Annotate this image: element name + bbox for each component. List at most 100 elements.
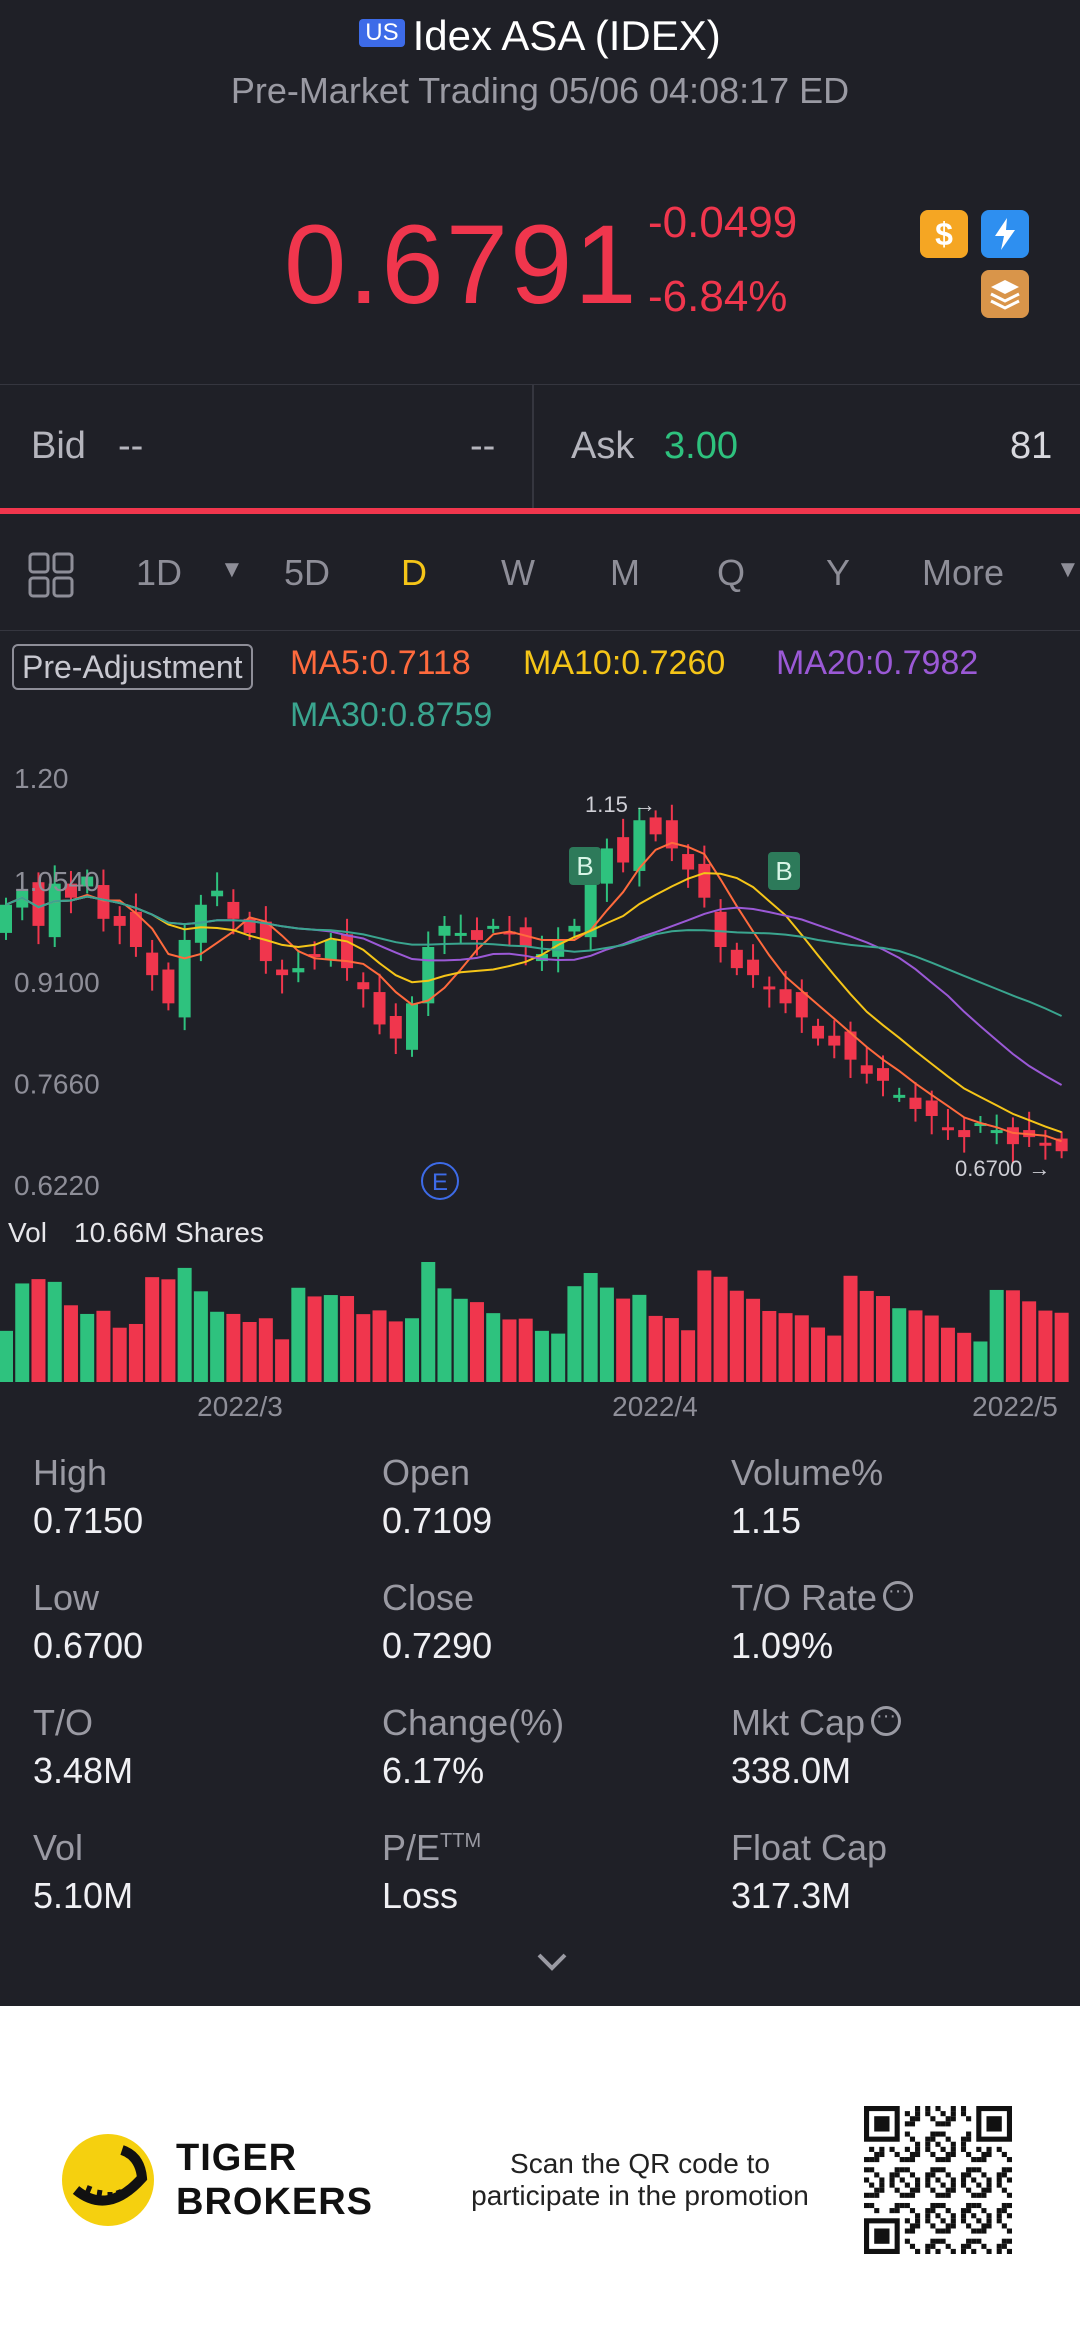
candle-body: [698, 863, 711, 898]
qr-module: [996, 2248, 1002, 2254]
qr-module: [930, 2187, 936, 2193]
volume-bar: [486, 1313, 501, 1382]
expand-chevron-icon[interactable]: [536, 1940, 568, 1982]
info-icon[interactable]: ···: [883, 1581, 914, 1612]
qr-module: [966, 2136, 972, 2142]
qr-module: [864, 2202, 870, 2209]
qr-module: [869, 2146, 875, 2152]
tab-more[interactable]: More: [922, 552, 1005, 593]
qr-module: [915, 2248, 921, 2254]
tab-monthly[interactable]: M: [610, 552, 640, 593]
tab-quarterly[interactable]: Q: [717, 552, 746, 593]
qr-module: [899, 2177, 905, 2183]
qr-module: [945, 2157, 951, 2163]
qr-module: [940, 2131, 946, 2137]
qr-module: [996, 2208, 1002, 2214]
tab-yearly[interactable]: Y: [826, 552, 851, 593]
qr-module: [996, 2182, 1002, 2188]
candle-body: [909, 1097, 922, 1109]
tiger-logo-icon: [60, 2132, 156, 2233]
qr-module: [904, 2218, 910, 2224]
volume-bar: [632, 1294, 647, 1382]
tab-1d[interactable]: 1D: [136, 552, 183, 593]
candlestick-chart[interactable]: 1.20 1.0540 0.9100 0.7660 0.6220 1.15 → 0.6700…: [0, 740, 1080, 1420]
qr-finder: [986, 2116, 1002, 2132]
qr-module: [945, 2121, 951, 2127]
qr-module: [935, 2106, 941, 2112]
qr-module: [960, 2182, 967, 2188]
volume-value: 10.66M Shares: [74, 1217, 264, 1248]
stat-label: Change(%): [382, 1702, 565, 1743]
qr-module: [996, 2243, 1002, 2249]
candle-body: [178, 939, 191, 1018]
qr-module: [996, 2172, 1002, 2178]
period-tabs: 1D ▼ 5D D W M Q Y More ▼: [0, 514, 1080, 631]
qr-module: [940, 2228, 946, 2234]
candle-body: [584, 883, 597, 938]
tab-5d[interactable]: 5D: [284, 552, 331, 593]
qr-module: [894, 2167, 900, 2173]
volume-bar: [973, 1341, 988, 1382]
candle-body: [211, 890, 224, 897]
stat-value: 3.48M: [33, 1750, 134, 1791]
info-icon[interactable]: ···: [871, 1706, 902, 1737]
qr-module: [874, 2187, 880, 2193]
qr-module: [960, 2248, 967, 2254]
qr-module: [935, 2192, 941, 2198]
candle-body: [438, 925, 451, 936]
qr-module: [960, 2141, 967, 2147]
dollar-icon[interactable]: $: [920, 210, 968, 258]
chevron-down-icon[interactable]: ▼: [1056, 556, 1080, 583]
candle-body: [48, 883, 61, 938]
qr-code[interactable]: [864, 2106, 1012, 2254]
volume-bar: [940, 1327, 955, 1382]
qr-module: [966, 2151, 972, 2158]
volume-bar: [421, 1262, 436, 1382]
qr-module: [899, 2202, 905, 2209]
qr-module: [894, 2151, 900, 2158]
candle-body: [714, 911, 727, 947]
qr-module: [899, 2157, 905, 2163]
qr-module: [935, 2167, 941, 2173]
qr-module: [966, 2243, 972, 2249]
qr-module: [960, 2146, 967, 2152]
volume-bar: [469, 1302, 484, 1382]
layers-icon[interactable]: [981, 270, 1029, 318]
qr-module: [925, 2177, 931, 2183]
chevron-down-icon[interactable]: ▼: [220, 556, 244, 583]
grid-layout-icon[interactable]: [28, 552, 74, 603]
pre-adjustment-toggle[interactable]: Pre-Adjustment: [12, 644, 253, 690]
qr-module: [950, 2111, 956, 2117]
qr-module: [950, 2151, 956, 2158]
candle-body: [227, 901, 240, 919]
promo-line-1: Scan the QR code to: [510, 2148, 770, 2179]
qr-module: [950, 2218, 956, 2224]
brand-line-1: TIGER: [176, 2137, 298, 2179]
candle-body: [454, 932, 467, 936]
tab-daily[interactable]: D: [401, 552, 427, 593]
qr-module: [909, 2116, 916, 2122]
volume-bar: [437, 1288, 452, 1382]
volume-bar: [762, 1310, 777, 1382]
tab-weekly[interactable]: W: [501, 552, 535, 593]
qr-module: [945, 2172, 951, 2178]
qr-module: [950, 2182, 956, 2188]
last-price: 0.6791: [284, 202, 639, 327]
qr-module: [971, 2167, 977, 2173]
qr-module: [925, 2208, 931, 2214]
qr-module: [915, 2151, 921, 2158]
event-marker-label: E: [432, 1169, 448, 1196]
volume-bar: [534, 1330, 549, 1382]
stock-header: US Idex ASA (IDEX) Pre-Market Trading 05/…: [0, 0, 1080, 380]
qr-module: [971, 2213, 977, 2219]
volume-bar: [664, 1318, 679, 1382]
lightning-icon[interactable]: [981, 210, 1029, 258]
qr-module: [904, 2238, 910, 2244]
qr-module: [945, 2228, 951, 2234]
qr-module: [960, 2136, 967, 2142]
qr-module: [986, 2187, 992, 2193]
qr-module: [976, 2238, 982, 2244]
volume-bar: [356, 1314, 371, 1382]
candle-body: [341, 934, 354, 969]
y-tick-label: 1.20: [14, 763, 69, 794]
